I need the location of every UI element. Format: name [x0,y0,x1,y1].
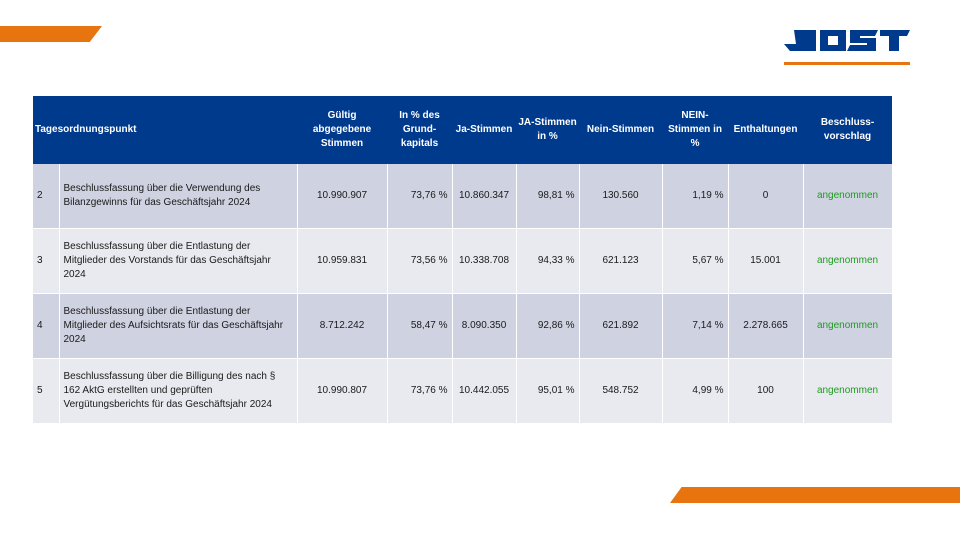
cell-grundkapital-pct: 73,76 % [387,358,453,424]
header-beschlussvorschlag: Beschluss-vorschlag [803,96,893,164]
header-grundkapital-pct: In % des Grund-kapitals [387,96,453,164]
cell-ja-pct: 98,81 % [516,164,580,229]
cell-ja: 10.442.055 [452,358,517,424]
table-row: 3 Beschlussfassung über die Entlastung d… [33,228,893,294]
cell-nein-pct: 7,14 % [662,293,729,359]
row-description: Beschlussfassung über die Entlastung der… [59,293,298,359]
row-number: 4 [33,293,60,359]
voting-results-table: Tagesordnungspunkt Gültig abgegebene Sti… [33,96,893,424]
cell-nein-pct: 1,19 % [662,164,729,229]
accent-stripe-top [0,26,102,42]
cell-grundkapital-pct: 73,56 % [387,228,453,294]
logo-underline [784,62,910,65]
cell-ja: 10.860.347 [452,164,517,229]
cell-status: angenommen [803,164,893,229]
cell-ja: 10.338.708 [452,228,517,294]
cell-enthaltungen: 2.278.665 [728,293,804,359]
cell-gueltig: 10.990.907 [297,164,388,229]
row-number: 3 [33,228,60,294]
cell-ja-pct: 95,01 % [516,358,580,424]
header-nein-stimmen: Nein-Stimmen [579,96,663,164]
row-description: Beschlussfassung über die Verwendung des… [59,164,298,229]
row-number: 2 [33,164,60,229]
header-ja-stimmen: Ja-Stimmen [452,96,517,164]
cell-gueltig: 10.959.831 [297,228,388,294]
header-gueltig: Gültig abgegebene Stimmen [297,96,388,164]
cell-nein: 621.123 [579,228,663,294]
table-row: 5 Beschlussfassung über die Billigung de… [33,358,893,424]
jost-logo [784,30,910,51]
cell-nein: 130.560 [579,164,663,229]
cell-nein-pct: 4,99 % [662,358,729,424]
table-row: 2 Beschlussfassung über die Verwendung d… [33,164,893,229]
cell-grundkapital-pct: 73,76 % [387,164,453,229]
row-number: 5 [33,358,60,424]
cell-enthaltungen: 100 [728,358,804,424]
cell-status: angenommen [803,228,893,294]
accent-stripe-bottom [670,487,960,503]
table-header-row: Tagesordnungspunkt Gültig abgegebene Sti… [33,96,893,164]
row-description: Beschlussfassung über die Billigung des … [59,358,298,424]
cell-nein: 548.752 [579,358,663,424]
cell-nein-pct: 5,67 % [662,228,729,294]
cell-gueltig: 8.712.242 [297,293,388,359]
cell-ja: 8.090.350 [452,293,517,359]
cell-enthaltungen: 15.001 [728,228,804,294]
header-enthaltungen: Enthaltungen [728,96,804,164]
header-nein-pct: NEIN-Stimmen in % [662,96,729,164]
cell-ja-pct: 94,33 % [516,228,580,294]
cell-enthaltungen: 0 [728,164,804,229]
cell-ja-pct: 92,86 % [516,293,580,359]
cell-nein: 621.892 [579,293,663,359]
cell-gueltig: 10.990.807 [297,358,388,424]
header-tagesordnungspunkt: Tagesordnungspunkt [33,96,298,164]
cell-grundkapital-pct: 58,47 % [387,293,453,359]
cell-status: angenommen [803,358,893,424]
header-ja-pct: JA-Stimmen in % [516,96,580,164]
row-description: Beschlussfassung über die Entlastung der… [59,228,298,294]
cell-status: angenommen [803,293,893,359]
table-row: 4 Beschlussfassung über die Entlastung d… [33,293,893,359]
